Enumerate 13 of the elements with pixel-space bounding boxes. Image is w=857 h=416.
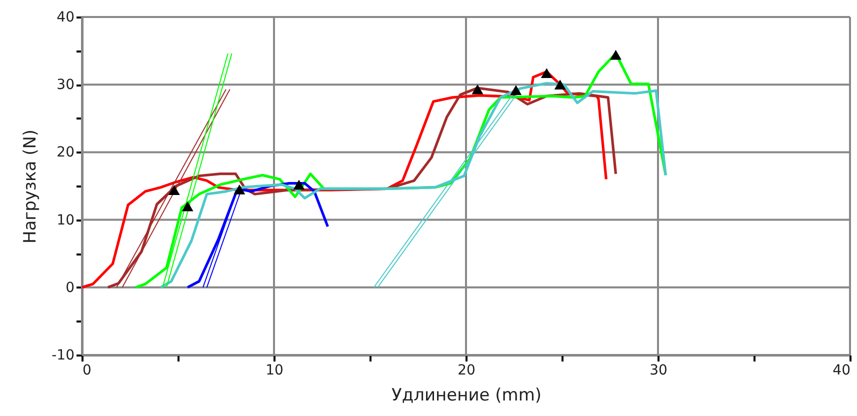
x-tick-label: 40 xyxy=(832,362,850,378)
y-tick-label: 20 xyxy=(56,144,74,161)
x-tick-label: 20 xyxy=(458,362,476,378)
y-tick-label: 10 xyxy=(56,212,74,228)
x-tick-label: 30 xyxy=(650,362,668,378)
y-axis-title: Нагрузка (N) xyxy=(20,129,41,244)
x-tick-label: 0 xyxy=(82,362,92,378)
y-tick-label: 0 xyxy=(66,280,74,296)
y-tick-label: 40 xyxy=(56,10,74,26)
y-tick-label: -10 xyxy=(52,348,74,364)
x-tick-label: 10 xyxy=(266,362,284,378)
y-tick-label: 30 xyxy=(56,77,74,94)
x-axis-title: Удлинение (mm) xyxy=(391,386,542,406)
